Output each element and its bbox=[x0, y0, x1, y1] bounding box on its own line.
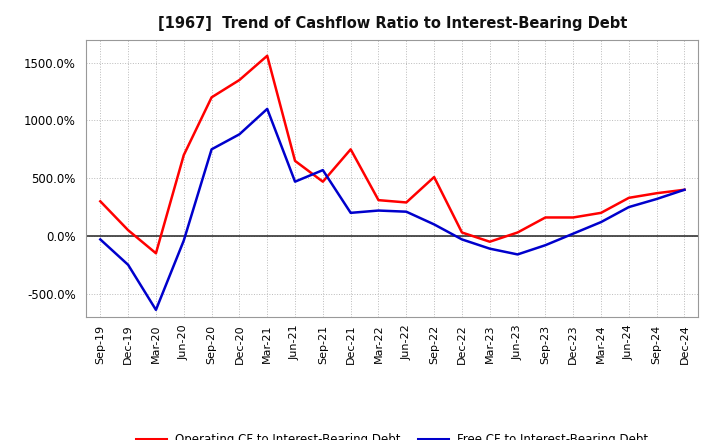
Legend: Operating CF to Interest-Bearing Debt, Free CF to Interest-Bearing Debt: Operating CF to Interest-Bearing Debt, F… bbox=[132, 428, 653, 440]
Title: [1967]  Trend of Cashflow Ratio to Interest-Bearing Debt: [1967] Trend of Cashflow Ratio to Intere… bbox=[158, 16, 627, 32]
